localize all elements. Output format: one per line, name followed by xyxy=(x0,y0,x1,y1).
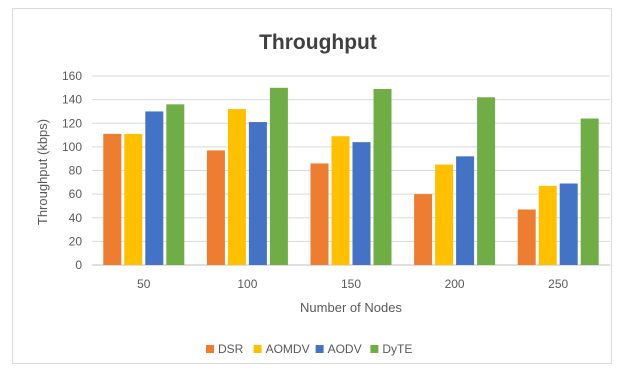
y-axis-title: Throughput (kbps) xyxy=(35,119,50,225)
y-axis-ticks: 0 20 40 60 80 100 120 140 160 xyxy=(62,69,82,272)
bar-aodv-150 xyxy=(352,142,371,265)
bars xyxy=(103,87,599,266)
x-tick-label: 100 xyxy=(237,277,257,291)
bar-dsr-100 xyxy=(206,150,225,265)
x-tick-label: 150 xyxy=(341,277,361,291)
bar-aodv-250 xyxy=(559,183,578,265)
bar-dsr-250 xyxy=(517,209,536,265)
legend: DSR AOMDV AODV DyTE xyxy=(206,342,412,356)
bar-aomdv-200 xyxy=(435,164,454,265)
bar-dyte-200 xyxy=(477,97,496,265)
legend-label-dsr: DSR xyxy=(218,342,244,356)
legend-label-dyte: DyTE xyxy=(382,342,412,356)
y-tick-label: 20 xyxy=(69,234,83,248)
bar-aodv-200 xyxy=(456,156,475,265)
y-tick-label: 60 xyxy=(69,187,83,201)
bar-aomdv-100 xyxy=(227,109,246,265)
y-tick-label: 80 xyxy=(69,164,83,178)
y-tick-label: 0 xyxy=(75,258,82,272)
y-tick-label: 160 xyxy=(62,69,82,83)
bar-aodv-100 xyxy=(248,122,267,265)
chart-title: Throughput xyxy=(259,31,377,54)
x-tick-label: 200 xyxy=(445,277,465,291)
y-tick-label: 40 xyxy=(69,211,83,225)
legend-swatch-aomdv xyxy=(253,345,262,353)
y-tick-label: 140 xyxy=(62,93,82,107)
y-tick-label: 120 xyxy=(62,116,82,130)
bar-dyte-150 xyxy=(373,88,392,266)
bar-aomdv-50 xyxy=(124,133,143,265)
x-axis-ticks: 50 100 150 200 250 xyxy=(137,277,568,291)
bar-dsr-150 xyxy=(310,163,329,265)
bar-dsr-200 xyxy=(414,194,433,265)
legend-swatch-dsr xyxy=(206,345,214,353)
legend-label-aodv: AODV xyxy=(328,342,362,356)
x-tick-label: 250 xyxy=(548,277,568,291)
legend-swatch-dyte xyxy=(370,345,379,353)
bar-dyte-100 xyxy=(269,87,288,265)
bar-dsr-50 xyxy=(103,133,122,265)
legend-swatch-aodv xyxy=(315,345,324,353)
x-axis-title: Number of Nodes xyxy=(300,300,402,315)
legend-label-aomdv: AOMDV xyxy=(266,342,310,356)
bar-dyte-250 xyxy=(580,118,599,266)
x-tick-label: 50 xyxy=(137,277,151,291)
y-tick-label: 100 xyxy=(62,140,82,154)
bar-aomdv-250 xyxy=(538,185,557,265)
bar-aomdv-150 xyxy=(331,136,350,265)
bar-dyte-50 xyxy=(166,104,185,265)
bar-aodv-50 xyxy=(145,111,164,265)
